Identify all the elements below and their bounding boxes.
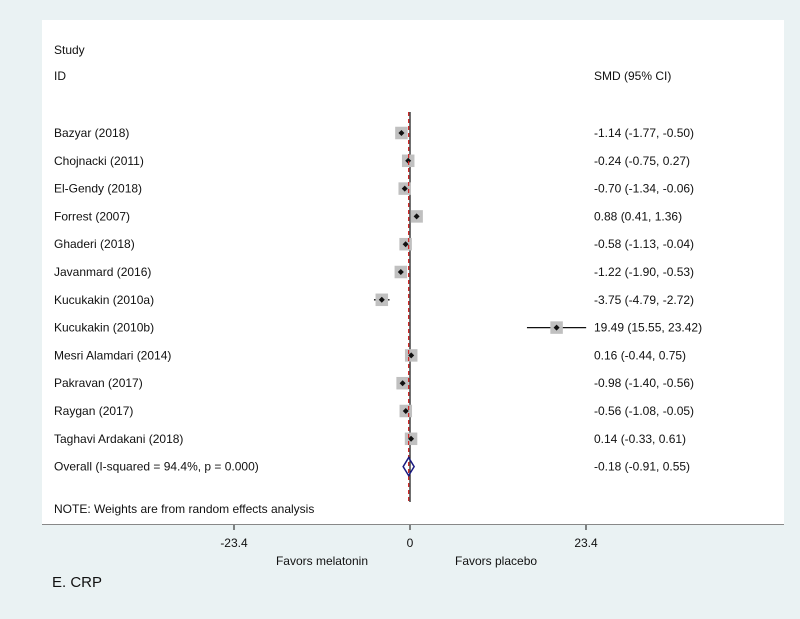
point-estimate	[408, 435, 415, 442]
study-label: Kucukakin (2010a)	[54, 293, 154, 307]
study-label: Pakravan (2017)	[54, 376, 143, 390]
overall-label: Overall (I-squared = 94.4%, p = 0.000)	[54, 460, 259, 474]
forest-plot-panel: Study ID SMD (95% CI) Bazyar (2018) -1.14…	[42, 20, 784, 525]
point-estimate	[402, 241, 409, 248]
point-estimate	[398, 130, 405, 136]
study-ci-text: -0.58 (-1.13, -0.04)	[594, 237, 694, 251]
overall-ci-text: -0.18 (-0.91, 0.55)	[594, 460, 690, 474]
study-label: Javanmard (2016)	[54, 265, 151, 279]
header-study: Study	[54, 43, 85, 57]
favors-left-label: Favors melatonin	[276, 554, 368, 568]
header-effect: SMD (95% CI)	[594, 69, 671, 83]
study-label: Ghaderi (2018)	[54, 237, 135, 251]
point-estimate	[413, 213, 420, 220]
study-ci-text: 0.14 (-0.33, 0.61)	[594, 432, 686, 446]
x-tick-label: 23.4	[574, 536, 598, 550]
study-label: Bazyar (2018)	[54, 126, 129, 140]
point-estimate	[397, 269, 404, 275]
study-label: Chojnacki (2011)	[54, 154, 144, 168]
point-estimate	[399, 380, 406, 387]
point-estimate	[401, 185, 408, 192]
x-tick-label: -23.4	[220, 536, 248, 550]
study-ci-text: 0.88 (0.41, 1.36)	[594, 209, 682, 223]
point-estimate	[402, 408, 409, 414]
study-ci-text: 19.49 (15.55, 23.42)	[594, 321, 702, 335]
point-estimate	[405, 157, 412, 164]
figure-caption: E. CRP	[52, 574, 103, 591]
study-ci-text: -1.22 (-1.90, -0.53)	[594, 265, 694, 279]
study-label: Kucukakin (2010b)	[54, 321, 154, 335]
study-label: Forrest (2007)	[54, 209, 130, 223]
header-id: ID	[54, 69, 66, 83]
favors-right-label: Favors placebo	[455, 554, 537, 568]
forest-plot: Study ID SMD (95% CI) Bazyar (2018) -1.14…	[42, 43, 784, 525]
study-ci-text: -1.14 (-1.77, -0.50)	[594, 126, 694, 140]
point-estimate	[553, 324, 560, 331]
study-label: Taghavi Ardakani (2018)	[54, 432, 183, 446]
x-tick-label: 0	[407, 536, 414, 550]
study-label: Raygan (2017)	[54, 404, 133, 418]
overall-diamond	[402, 456, 416, 478]
study-ci-text: -0.98 (-1.40, -0.56)	[594, 376, 694, 390]
study-label: Mesri Alamdari (2014)	[54, 348, 171, 362]
point-estimate	[408, 352, 415, 359]
study-ci-text: -0.70 (-1.34, -0.06)	[594, 182, 694, 196]
study-ci-text: -0.56 (-1.08, -0.05)	[594, 404, 694, 418]
study-ci-text: -3.75 (-4.79, -2.72)	[594, 293, 694, 307]
study-ci-text: 0.16 (-0.44, 0.75)	[594, 348, 686, 362]
study-label: El-Gendy (2018)	[54, 182, 142, 196]
study-ci-text: -0.24 (-0.75, 0.27)	[594, 154, 690, 168]
weights-note: NOTE: Weights are from random effects an…	[54, 502, 314, 516]
point-estimate	[378, 296, 385, 303]
